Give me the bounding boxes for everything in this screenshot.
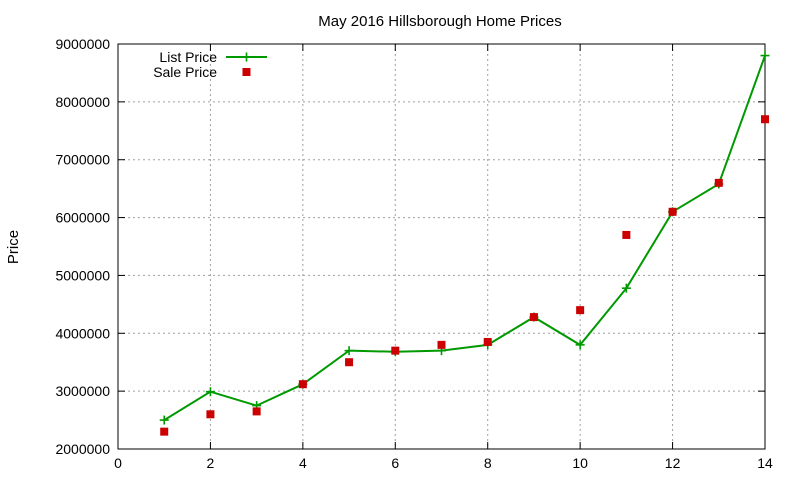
sale-price-point bbox=[576, 306, 585, 315]
list-price-point bbox=[760, 51, 770, 61]
plot-border bbox=[117, 43, 766, 450]
sale-price-point bbox=[437, 340, 446, 349]
series-layer bbox=[159, 51, 770, 436]
x-tick-label: 6 bbox=[391, 455, 399, 471]
x-tick-label: 12 bbox=[665, 455, 681, 471]
y-tick-label: 3000000 bbox=[55, 383, 110, 399]
x-tick-label: 2 bbox=[207, 455, 215, 471]
list-price-point bbox=[621, 283, 631, 293]
sale-price-point bbox=[668, 207, 677, 216]
sale-price-point bbox=[391, 346, 400, 355]
list-price-point bbox=[344, 346, 354, 356]
legend-swatch-square bbox=[242, 68, 251, 76]
sale-price-point bbox=[761, 115, 769, 124]
chart-title: May 2016 Hillsborough Home Prices bbox=[318, 13, 561, 30]
sale-price-point bbox=[483, 337, 492, 346]
sale-price-point bbox=[345, 358, 354, 367]
sale-price-point bbox=[298, 380, 307, 389]
y-axis-label: Price bbox=[5, 230, 22, 264]
sale-price-point bbox=[252, 407, 261, 416]
sale-price-point bbox=[206, 410, 215, 419]
sale-price-point bbox=[714, 178, 723, 187]
legend-label: List Price bbox=[159, 49, 217, 65]
list-price-line bbox=[163, 55, 766, 421]
x-tick-label: 0 bbox=[114, 455, 122, 471]
y-tick-label: 4000000 bbox=[55, 325, 110, 341]
grid-lines bbox=[118, 44, 765, 449]
y-tick-label: 8000000 bbox=[55, 94, 110, 110]
axes: 2000000 3000000 4000000 5000000 6000000 70000… bbox=[55, 36, 773, 471]
y-tick-label: 7000000 bbox=[55, 152, 110, 168]
y-tick-label: 9000000 bbox=[55, 36, 110, 52]
list-price-point bbox=[575, 340, 585, 350]
x-tick-label: 4 bbox=[299, 455, 307, 471]
x-tick-label: 8 bbox=[484, 455, 492, 471]
sale-price-point bbox=[529, 313, 538, 322]
x-tick-label: 14 bbox=[757, 455, 773, 471]
sale-price-point bbox=[160, 427, 169, 436]
list-price-point bbox=[205, 387, 215, 397]
list-price-point bbox=[159, 415, 169, 425]
y-tick-label: 2000000 bbox=[55, 441, 110, 457]
y-tick-label: 6000000 bbox=[55, 210, 110, 226]
x-tick-label: 10 bbox=[572, 455, 588, 471]
sale-price-point bbox=[622, 230, 631, 239]
legend-label: Sale Price bbox=[153, 64, 217, 80]
y-tick-label: 5000000 bbox=[55, 267, 110, 283]
list-price-point bbox=[242, 52, 251, 62]
